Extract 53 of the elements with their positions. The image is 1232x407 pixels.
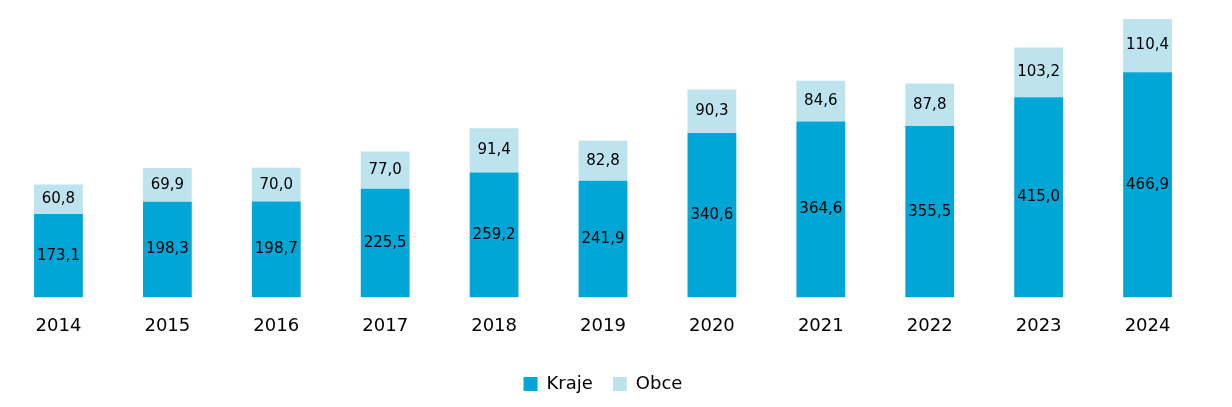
data-label: 87,8 [913,94,947,113]
data-label: 466,9 [1126,174,1170,193]
data-label: 364,6 [799,199,843,218]
x-tick-label: 2024 [1124,313,1171,335]
bar [578,180,628,298]
data-label: 110,4 [1126,35,1170,54]
x-tick-label: 2019 [580,313,626,335]
bar [251,201,301,298]
bar [360,151,410,189]
x-tick-label: 2015 [144,313,191,335]
data-label: 198,3 [145,239,189,258]
data-label: 173,1 [36,245,80,264]
x-tick-label: 2023 [1015,313,1062,335]
data-label: 91,4 [477,140,511,159]
data-label: 69,9 [150,174,185,193]
data-label: 415,0 [1017,187,1061,206]
bar [469,128,519,173]
data-label: 259,2 [472,224,516,243]
data-label: 77,0 [368,159,402,178]
data-label: 84,6 [804,91,838,110]
bar [687,133,737,298]
data-label: 82,8 [586,150,620,169]
x-tick-label: 2020 [689,313,735,335]
bar [142,201,192,298]
bar [1014,97,1064,298]
bar [1014,47,1064,98]
x-tick-label: 2022 [906,313,953,335]
bar [905,125,955,298]
legend-label: Kraje [546,371,593,393]
bar [360,188,410,298]
x-tick-label: 2016 [253,313,300,335]
data-label: 225,5 [363,232,407,251]
data-label: 90,3 [695,101,729,120]
bar [251,167,301,202]
bar [1123,18,1172,73]
bar [34,213,83,298]
data-label: 198,7 [254,239,298,258]
bar [796,80,846,122]
bar [796,121,846,298]
x-tick-label: 2018 [471,313,517,335]
legend-label: Obce [635,371,683,393]
bar [905,83,955,126]
data-label: 241,9 [581,228,625,247]
data-label: 340,6 [690,205,734,224]
bar [469,172,519,298]
x-tick-label: 2021 [797,313,844,335]
data-label: 70,0 [259,174,293,193]
bar [1123,72,1172,298]
data-label: 103,2 [1017,62,1061,81]
data-label: 60,8 [41,189,76,208]
data-label: 355,5 [908,201,952,220]
x-tick-label: 2014 [35,313,82,335]
x-tick-label: 2017 [362,313,409,335]
